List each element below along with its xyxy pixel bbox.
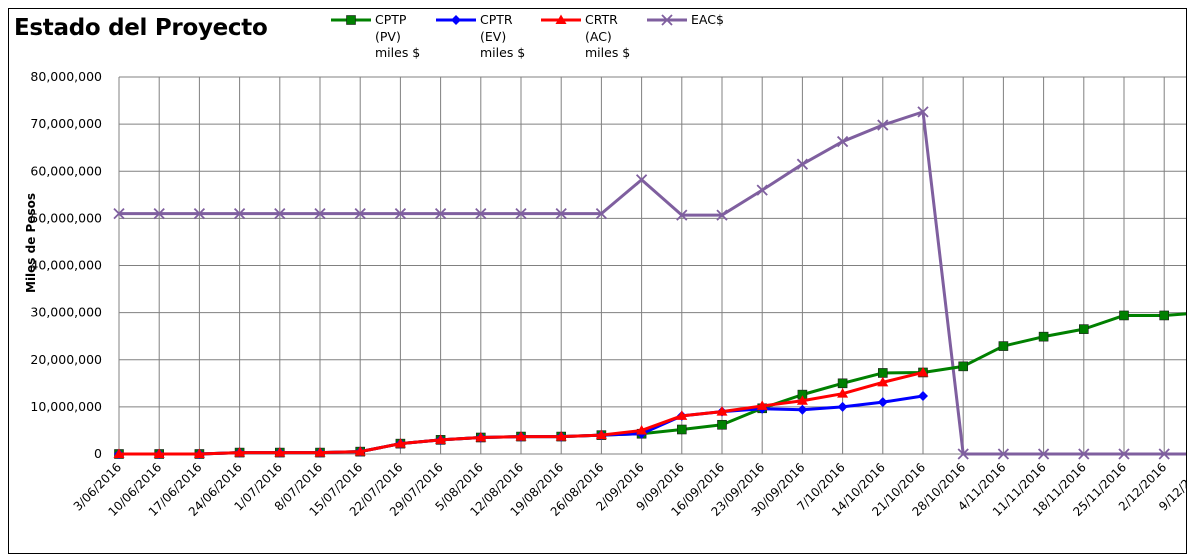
y-tick-label: 40,000,000 (30, 258, 102, 273)
series-line-eac (119, 110, 1186, 456)
data-point-eac (274, 208, 286, 220)
y-tick-label: 60,000,000 (30, 163, 102, 178)
data-point-eac (113, 208, 125, 220)
data-point-eac (917, 106, 929, 118)
data-point-eac (1078, 448, 1090, 460)
y-tick-label: 30,000,000 (30, 305, 102, 320)
data-point-crtr (877, 376, 889, 387)
data-point-cptp (1038, 331, 1049, 342)
legend-label-crtr: CRTR (AC) miles $ (585, 12, 631, 60)
data-point-crtr (475, 432, 487, 442)
data-point-eac (233, 208, 246, 220)
data-point-eac (1118, 448, 1130, 460)
legend-label-cptr: CPTR (EV) miles $ (480, 12, 526, 60)
data-point-cptp (676, 424, 687, 435)
data-point-eac (756, 184, 768, 196)
y-axis-label: Miles de Pesos (24, 193, 38, 293)
legend-marker-cptr (451, 15, 461, 25)
data-point-cptp (837, 378, 848, 389)
series-line-cptp (119, 312, 1186, 456)
data-point-crtr (234, 447, 246, 457)
data-point-cptp (998, 341, 1009, 351)
data-point-eac (1037, 448, 1050, 460)
data-point-eac (314, 208, 326, 220)
data-point-cptp (1079, 324, 1089, 334)
legend-label-eac: EAC$ (691, 12, 724, 27)
data-point-eac (555, 208, 567, 220)
data-point-eac (676, 209, 688, 221)
data-point-crtr (555, 431, 567, 441)
data-point-eac (716, 209, 728, 221)
chart-frame: 0 10,000,000 20,000,000 30,000,000 40,000,00… (8, 8, 1187, 554)
legend-marker-eac (661, 14, 673, 26)
data-point-eac (595, 208, 608, 220)
chart-title: Estado del Proyecto (14, 15, 268, 41)
data-point-crtr (636, 424, 648, 435)
data-point-crtr (796, 395, 808, 405)
data-point-crtr (676, 410, 688, 420)
y-tick-label: 20,000,000 (30, 352, 102, 367)
data-point-crtr (314, 447, 326, 457)
y-tick-label: 0 (94, 446, 102, 461)
data-point-eac (957, 448, 969, 460)
chart-plot: 0 10,000,000 20,000,000 30,000,000 40,000,00… (30, 69, 1186, 519)
y-tick-label: 50,000,000 (30, 210, 102, 225)
data-point-eac (1158, 448, 1170, 460)
legend-marker-crtr (555, 14, 567, 24)
data-point-eac (635, 174, 648, 186)
data-point-cptr (837, 401, 848, 412)
data-point-crtr (153, 448, 165, 458)
data-point-cptp (1159, 310, 1169, 321)
data-point-eac (153, 208, 165, 220)
data-point-eac (836, 135, 849, 148)
data-point-cptp (958, 361, 969, 372)
y-tick-label: 80,000,000 (30, 69, 102, 84)
data-point-eac (475, 208, 487, 220)
data-point-eac (193, 208, 206, 220)
data-point-crtr (435, 434, 447, 444)
data-point-eac (997, 448, 1010, 460)
data-point-crtr (354, 446, 366, 456)
data-point-crtr (274, 447, 286, 457)
data-point-crtr (917, 366, 929, 377)
data-point-eac (515, 208, 527, 220)
data-point-crtr (193, 448, 205, 458)
data-point-cptp (717, 419, 727, 430)
data-point-crtr (756, 400, 768, 410)
data-point-cptr (877, 397, 888, 408)
legend-swatch-cptr (436, 15, 476, 25)
legend-swatch-crtr (541, 14, 581, 24)
data-point-eac (877, 119, 889, 131)
data-point-crtr (113, 448, 125, 458)
legend-swatch-cptp (331, 15, 371, 25)
y-tick-label: 70,000,000 (30, 116, 102, 131)
data-point-crtr (837, 388, 849, 398)
data-point-crtr (515, 431, 527, 441)
data-point-crtr (394, 438, 406, 448)
legend-swatch-eac (647, 14, 687, 26)
y-tick-label: 10,000,000 (30, 399, 102, 414)
data-point-cptr (797, 404, 808, 415)
data-point-eac (394, 208, 407, 220)
data-point-eac (796, 158, 809, 170)
legend-label-cptp: CPTP (PV) miles $ (375, 12, 421, 60)
data-point-cptr (918, 391, 928, 402)
data-point-crtr (595, 429, 607, 440)
data-point-eac (354, 208, 366, 220)
data-point-crtr (716, 406, 728, 416)
legend-marker-cptp (346, 15, 356, 25)
data-point-cptp (877, 368, 888, 378)
data-point-cptp (1119, 310, 1129, 321)
data-point-eac (434, 208, 447, 220)
